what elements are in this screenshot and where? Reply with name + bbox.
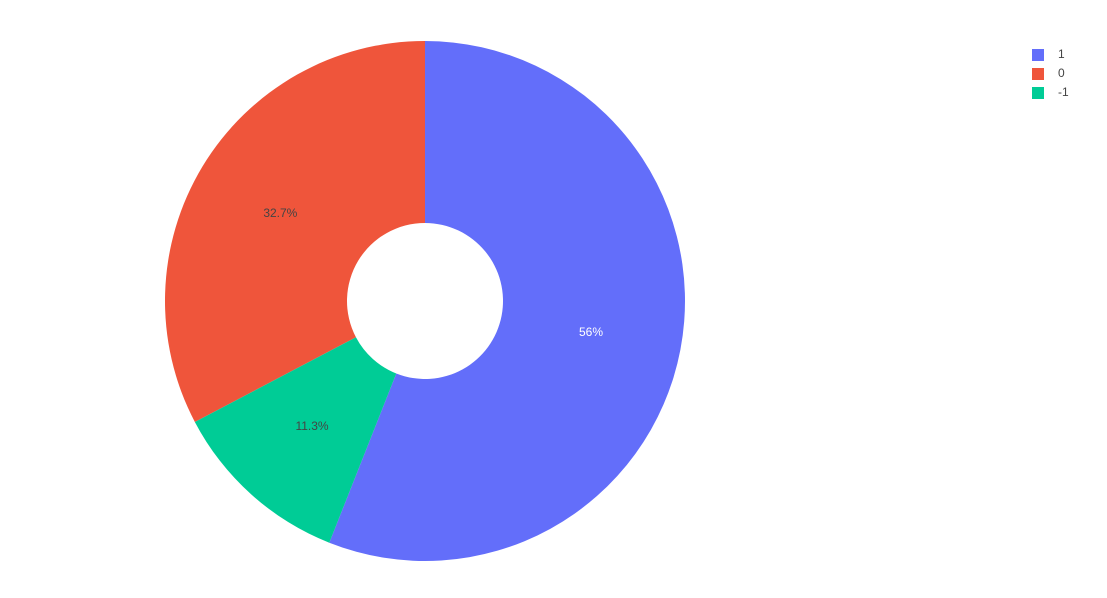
legend-item: 0: [1032, 66, 1065, 80]
legend-label: 1: [1058, 47, 1065, 61]
legend-label: -1: [1058, 85, 1069, 99]
slice: [164, 41, 426, 422]
data-label: 56%: [579, 325, 603, 339]
slice: [329, 41, 685, 561]
slice: [194, 337, 397, 543]
data-label: 11.3%: [295, 419, 328, 433]
legend-swatch: [1032, 87, 1044, 99]
data-label: 32.7%: [263, 206, 297, 220]
legend-swatch: [1032, 68, 1044, 80]
legend-item: -1: [1032, 85, 1069, 99]
legend-item: 1: [1032, 47, 1065, 61]
legend-swatch: [1032, 49, 1044, 61]
legend-label: 0: [1058, 66, 1065, 80]
